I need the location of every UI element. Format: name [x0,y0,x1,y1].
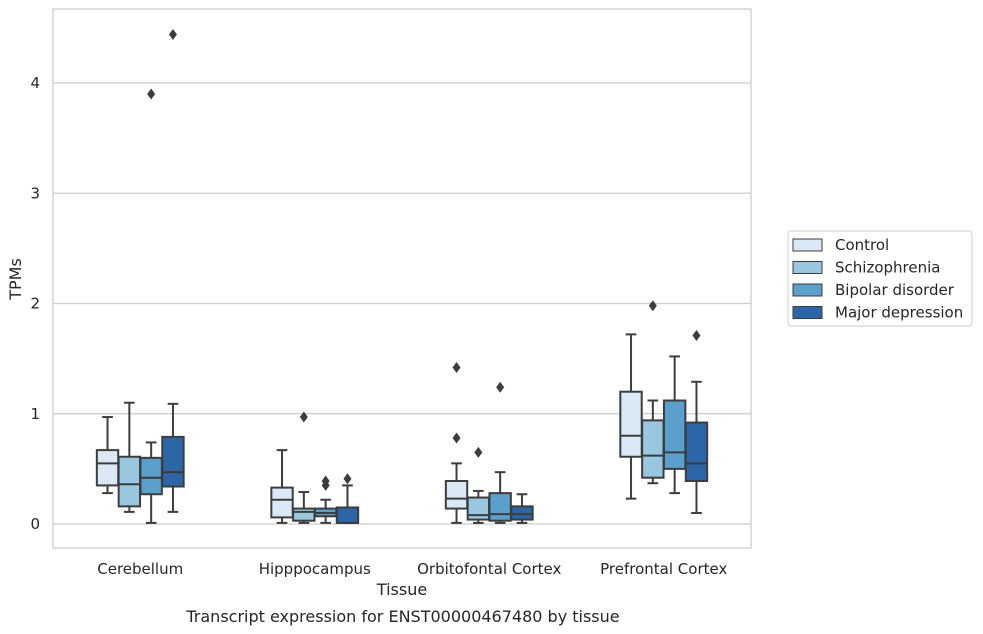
x-axis-label: Tissue [376,580,427,599]
x-tick-label: Orbitofontal Cortex [417,560,561,578]
box-0-0 [95,416,120,495]
box-3-3 [684,329,709,514]
y-axis-label: TPMs [6,258,25,301]
box-2-2 [488,381,512,524]
legend-swatch [792,261,823,274]
box-iqr [95,449,120,487]
box-3-1 [641,300,665,485]
box-iqr [619,390,643,458]
y-tick-label: 1 [30,405,40,423]
y-tick-labels: 0 1 2 3 4 [30,74,40,533]
box-2-3 [510,493,534,524]
box-iqr [292,507,316,522]
plot-area-frame [52,8,752,549]
x-tick-labels: Cerebellum Hipppocampus Orbitofontal Corte… [97,560,727,578]
outlier-point [452,361,461,373]
box-iqr [662,399,687,470]
box-1-0 [270,449,294,524]
legend-swatch [792,238,823,252]
box-2-0 [444,361,469,524]
box-3-2 [662,355,687,495]
box-iqr [270,486,294,519]
box-iqr [488,492,512,522]
box-iqr [510,505,534,521]
x-tick-label: Hipppocampus [259,560,371,578]
legend-label: Bipolar disorder [835,281,955,299]
box-1-1 [292,411,316,524]
box-1-3 [335,473,360,524]
box-iqr [684,421,709,483]
box-iqr [444,480,469,510]
outlier-point [648,300,657,312]
outlier-point [452,432,461,444]
outlier-point [343,473,352,485]
outlier-point [496,381,505,393]
box-iqr [161,435,185,488]
box-3-0 [619,333,643,500]
y-tick-label: 4 [30,74,40,92]
y-tick-label: 0 [30,515,40,533]
box-iqr [139,456,163,496]
legend-label: Control [835,236,889,254]
legend-label: Major depression [835,304,963,322]
x-tick-label: Cerebellum [97,560,183,578]
box-iqr [466,496,491,521]
outlier-point [474,446,483,458]
box-2-1 [466,446,491,524]
x-tick-label: Prefrontal Cortex [600,560,727,578]
y-tick-label: 3 [30,184,40,202]
legend-label: Schizophrenia [835,259,940,277]
legend-frame [787,230,973,327]
box-0-2 [139,88,163,524]
box-iqr [335,506,360,524]
legend-swatch [792,306,823,319]
outlier-point [321,475,330,487]
outlier-point [147,88,156,100]
box-0-1 [117,401,142,513]
legend-swatch [792,283,823,297]
outlier-point [692,329,701,341]
outlier-point [299,411,308,423]
boxes [95,28,709,524]
outlier-point [168,28,177,40]
box-0-3 [161,28,185,513]
box-1-2 [313,475,338,524]
box-iqr [117,455,142,508]
y-tick-label: 2 [30,295,40,313]
chart-caption: Transcript expression for ENST0000046748… [185,607,619,626]
legend: Control Schizophrenia Bipolar disorder Majo… [787,230,973,327]
box-iqr [641,419,665,479]
